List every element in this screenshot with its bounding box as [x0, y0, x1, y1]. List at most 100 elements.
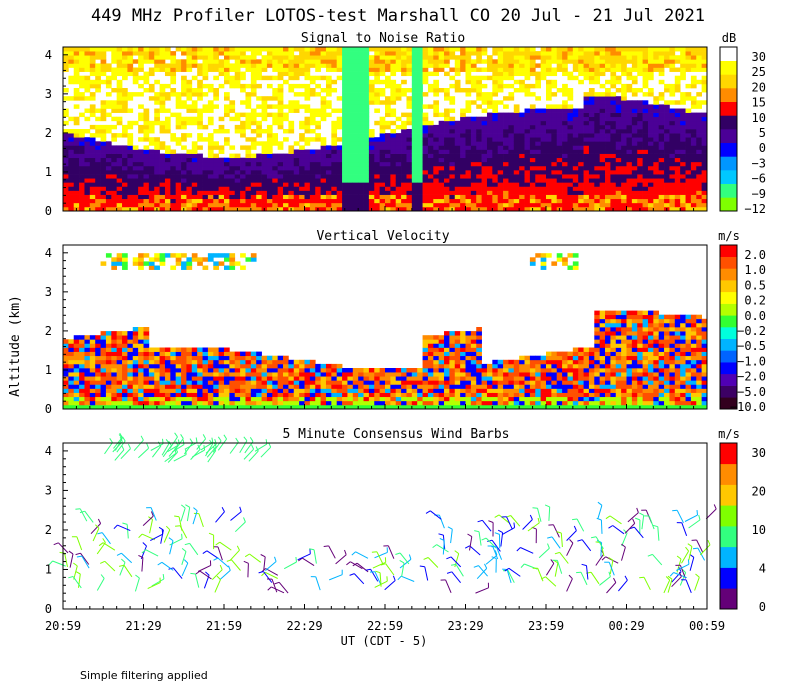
velocity-cell [240, 253, 246, 258]
snr-cell [245, 170, 252, 175]
snr-cell [218, 51, 225, 56]
velocity-cell [122, 351, 128, 357]
snr-cell [476, 88, 482, 93]
snr-cell [492, 63, 499, 68]
snr-cell [256, 47, 262, 52]
colorbar-swatch [720, 142, 737, 157]
snr-cell [256, 157, 262, 163]
snr-cell [631, 112, 638, 118]
velocity-cell [138, 396, 144, 402]
snr-cell [374, 170, 380, 175]
snr-cell [583, 75, 590, 81]
velocity-cell [111, 343, 118, 348]
snr-cell [470, 157, 477, 163]
velocity-cell [159, 368, 166, 373]
snr-cell [513, 198, 520, 204]
snr-cell [621, 133, 627, 138]
snr-cell [519, 116, 525, 122]
velocity-cell [331, 388, 338, 393]
snr-cell [546, 124, 552, 130]
snr-cell [588, 206, 595, 212]
snr-cell [572, 112, 579, 118]
snr-cell [320, 165, 327, 171]
snr-cell [191, 59, 198, 64]
snr-cell [690, 141, 697, 146]
snr-cell [277, 75, 284, 81]
snr-cell [454, 79, 461, 85]
snr-cell [497, 63, 504, 68]
snr-cell [562, 202, 568, 208]
snr-cell [427, 124, 434, 130]
snr-cell [154, 59, 160, 64]
snr-cell [181, 170, 187, 175]
snr-cell [556, 116, 563, 122]
snr-cell [599, 198, 606, 204]
snr-cell [492, 75, 499, 81]
snr-cell [417, 194, 423, 200]
velocity-cell [213, 396, 219, 402]
velocity-cell [148, 261, 155, 266]
snr-cell [540, 108, 547, 113]
snr-cell [363, 96, 370, 101]
velocity-cell [197, 257, 203, 262]
snr-cell [352, 92, 359, 97]
snr-cell [79, 92, 85, 97]
snr-cell [250, 92, 257, 97]
snr-cell [594, 92, 601, 97]
snr-cell [513, 178, 520, 183]
snr-cell [320, 104, 327, 109]
snr-cell [551, 170, 558, 175]
velocity-cell [132, 388, 139, 393]
velocity-cell [143, 347, 150, 352]
snr-cell [293, 149, 300, 154]
velocity-cell [288, 368, 295, 373]
snr-cell [164, 182, 171, 187]
snr-cell [637, 178, 643, 183]
snr-cell [690, 145, 697, 150]
snr-cell [159, 124, 166, 130]
snr-cell [111, 182, 118, 187]
snr-cell [164, 170, 171, 175]
snr-cell [73, 165, 80, 171]
snr-cell [647, 108, 654, 113]
snr-cell [626, 145, 633, 150]
snr-cell [546, 206, 552, 212]
snr-cell [615, 51, 622, 56]
snr-cell [572, 198, 579, 204]
snr-cell [347, 96, 354, 101]
snr-cell [127, 145, 134, 150]
snr-cell [363, 165, 370, 171]
snr-cell [213, 59, 219, 64]
snr-cell [320, 202, 327, 208]
velocity-cell [207, 368, 214, 373]
snr-cell [422, 137, 429, 142]
snr-cell [599, 202, 606, 208]
snr-cell [701, 55, 708, 60]
snr-cell [358, 92, 364, 97]
snr-cell [272, 120, 279, 126]
snr-cell [122, 108, 128, 113]
snr-cell [293, 190, 300, 195]
snr-cell [470, 202, 477, 208]
snr-cell [486, 141, 493, 146]
snr-cell [444, 112, 450, 118]
velocity-cell [256, 359, 262, 365]
snr-cell [486, 92, 493, 97]
snr-cell [444, 149, 450, 154]
snr-cell [218, 67, 225, 72]
snr-cell [309, 129, 316, 134]
snr-cell [315, 182, 321, 187]
snr-cell [690, 96, 697, 101]
velocity-cell [122, 335, 128, 340]
snr-cell [637, 108, 643, 113]
snr-cell [95, 63, 101, 68]
snr-cell [336, 206, 343, 212]
snr-cell [594, 124, 601, 130]
snr-cell [696, 63, 702, 68]
snr-cell [224, 129, 230, 134]
snr-cell [79, 47, 85, 52]
snr-cell [626, 178, 633, 183]
snr-cell [605, 186, 611, 191]
snr-cell [143, 108, 150, 113]
